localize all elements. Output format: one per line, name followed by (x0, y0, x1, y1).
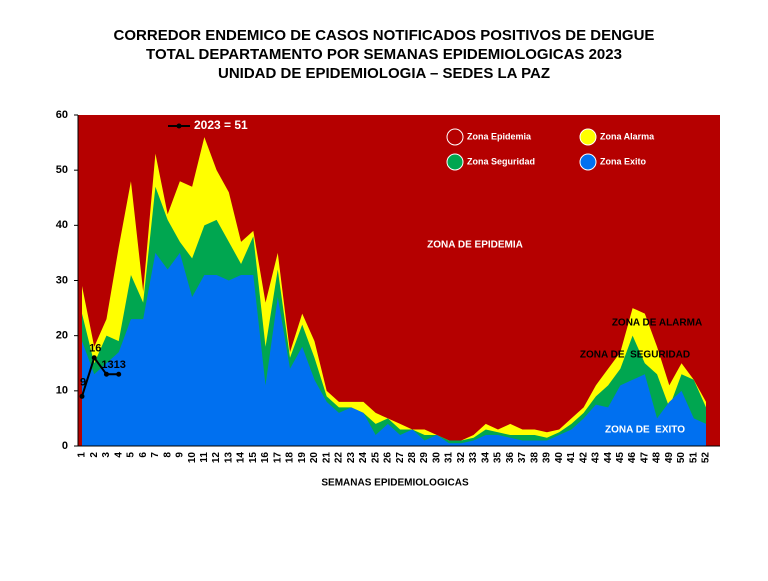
x-tick-label: 19 (297, 452, 308, 464)
x-tick-label: 33 (468, 452, 479, 464)
x-tick-label: 45 (615, 452, 626, 464)
y-tick-label: 0 (62, 440, 68, 452)
chart-title: UNIDAD DE EPIDEMIOLOGIA – SEDES LA PAZ (218, 65, 550, 82)
x-tick-label: 31 (444, 452, 455, 464)
x-tick-label: 8 (162, 452, 173, 458)
legend-label: 2023 = 51 (194, 118, 248, 132)
x-tick-label: 36 (505, 452, 516, 464)
point (103, 371, 109, 377)
x-tick-label: 34 (480, 452, 491, 464)
x-tick-label: 5 (126, 452, 137, 458)
chart-title: CORREDOR ENDEMICO DE CASOS NOTIFICADOS P… (114, 27, 655, 44)
x-tick-label: 14 (236, 452, 247, 464)
x-tick-label: 39 (542, 452, 553, 464)
x-tick-label: 50 (676, 452, 687, 464)
chart-title: TOTAL DEPARTAMENTO POR SEMANAS EPIDEMIOL… (146, 46, 622, 63)
x-tick-label: 52 (701, 452, 712, 464)
legend-marker (446, 128, 464, 146)
x-tick-label: 38 (529, 452, 540, 464)
point (116, 371, 122, 377)
x-tick-label: 42 (578, 452, 589, 464)
x-tick-label: 1 (77, 452, 88, 458)
point (91, 355, 97, 361)
point (79, 393, 85, 399)
data-label: 16 (89, 343, 101, 355)
x-tick-label: 29 (419, 452, 430, 464)
annotation: ZONA DE EXITO (605, 425, 685, 436)
x-tick-label: 22 (334, 452, 345, 464)
x-tick-label: 13 (223, 452, 234, 464)
x-tick-label: 46 (627, 452, 638, 464)
area (82, 252, 706, 446)
x-tick-label: 3 (101, 452, 112, 458)
annotation: ZONA DE EPIDEMIA (427, 240, 523, 251)
y-tick-label: 30 (56, 274, 68, 286)
x-tick-label: 41 (566, 452, 577, 464)
x-tick-label: 4 (113, 452, 124, 458)
x-tick-label: 18 (285, 452, 296, 464)
x-tick-label: 51 (688, 452, 699, 464)
data-label: 13 (101, 359, 113, 371)
x-tick-label: 44 (603, 452, 614, 464)
legend-label: Zona Seguridad (467, 156, 535, 166)
x-tick-label: 21 (321, 452, 332, 464)
x-tick-label: 9 (175, 452, 186, 458)
x-tick-label: 11 (199, 452, 210, 463)
x-tick-label: 10 (187, 452, 198, 464)
y-tick-label: 60 (56, 109, 68, 121)
x-tick-label: 32 (456, 452, 467, 464)
legend-label: Zona Alarma (600, 131, 655, 141)
x-tick-label: 7 (150, 452, 161, 458)
legend-marker (579, 153, 597, 171)
legend-label: Zona Exito (600, 156, 647, 166)
x-tick-label: 49 (664, 452, 675, 464)
x-tick-label: 16 (260, 452, 271, 464)
legend-marker (446, 153, 464, 171)
x-tick-label: 40 (554, 452, 565, 464)
x-tick-label: 26 (383, 452, 394, 464)
x-tick-label: 47 (639, 452, 650, 464)
annotation: ZONA DE SEGURIDAD (580, 350, 690, 361)
data-label: 13 (114, 359, 126, 371)
x-tick-label: 48 (652, 452, 663, 464)
line-2023 (81, 355, 119, 397)
x-tick-label: 20 (309, 452, 320, 464)
x-tick-label: 28 (407, 452, 418, 464)
x-tick-label: 35 (493, 452, 504, 464)
x-tick-label: 23 (346, 452, 357, 464)
x-tick-label: 30 (431, 452, 442, 464)
y-tick-label: 20 (56, 330, 68, 342)
x-tick-label: 24 (358, 452, 369, 464)
data-label: 9 (80, 376, 86, 388)
annotation: ZONA DE ALARMA (612, 318, 702, 329)
x-tick-label: 27 (395, 452, 406, 464)
x-tick-label: 17 (272, 452, 283, 464)
y-tick-label: 10 (56, 385, 68, 397)
x-tick-label: 25 (370, 452, 381, 464)
x-tick-label: 37 (517, 452, 528, 464)
x-tick-label: 43 (591, 452, 602, 464)
y-tick-label: 40 (56, 219, 68, 231)
x-tick-label: 6 (138, 452, 149, 458)
x-tick-label: 12 (211, 452, 222, 464)
x-tick-label: 15 (248, 452, 259, 464)
legend-label: Zona Epidemia (467, 131, 532, 141)
legend-marker (579, 128, 597, 146)
x-tick-label: 2 (89, 452, 100, 458)
y-tick-label: 50 (56, 164, 68, 176)
legend-dot (176, 123, 182, 129)
x-axis-label: SEMANAS EPIDEMIOLOGICAS (321, 478, 469, 489)
